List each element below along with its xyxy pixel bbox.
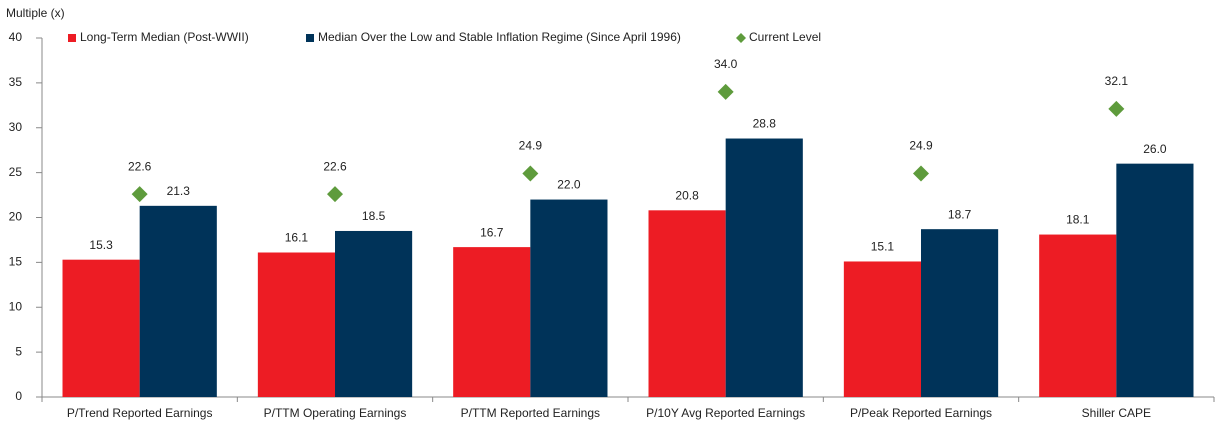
y-axis-label: Multiple (x) — [6, 6, 65, 20]
y-tick-label: 5 — [15, 344, 22, 358]
bar — [335, 230, 413, 397]
y-tick-label: 0 — [15, 389, 22, 403]
y-tick-label: 30 — [9, 120, 23, 134]
legend-label: Current Level — [749, 30, 821, 44]
marker — [1108, 100, 1125, 117]
marker — [913, 165, 929, 182]
bar — [1116, 163, 1194, 397]
bar — [530, 199, 608, 397]
data-label: 18.7 — [948, 207, 972, 221]
data-label: 15.3 — [89, 238, 113, 252]
bar — [921, 229, 999, 397]
data-label: 22.0 — [557, 178, 581, 192]
x-tick-label: P/TTM Reported Earnings — [461, 406, 600, 420]
legend-label: Long-Term Median (Post-WWII) — [80, 30, 249, 44]
bar — [453, 247, 531, 397]
y-tick-label: 25 — [9, 165, 23, 179]
y-tick-label: 20 — [9, 210, 23, 224]
data-label: 24.9 — [909, 139, 933, 153]
legend-swatch — [306, 34, 314, 42]
data-label: 15.1 — [871, 240, 895, 254]
y-tick-label: 40 — [9, 30, 23, 44]
bar — [257, 252, 335, 397]
y-tick-label: 35 — [9, 75, 23, 89]
x-tick-label: P/Trend Reported Earnings — [67, 406, 213, 420]
bar — [843, 261, 921, 397]
data-label: 22.6 — [323, 159, 347, 173]
marker — [131, 186, 148, 203]
data-label: 20.8 — [675, 188, 699, 202]
data-label: 18.1 — [1066, 213, 1090, 227]
data-label: 26.0 — [1143, 142, 1167, 156]
marker — [522, 165, 539, 182]
marker — [717, 83, 734, 100]
y-tick-label: 15 — [9, 255, 23, 269]
legend-swatch — [68, 34, 76, 42]
x-tick-label: P/10Y Avg Reported Earnings — [646, 406, 805, 420]
data-label: 28.8 — [753, 117, 777, 131]
bar — [725, 138, 803, 397]
bar — [1039, 234, 1117, 397]
data-label: 32.1 — [1105, 74, 1129, 88]
y-tick-label: 10 — [9, 299, 23, 313]
x-tick-label: P/Peak Reported Earnings — [850, 406, 992, 420]
x-tick-label: P/TTM Operating Earnings — [264, 406, 407, 420]
data-label: 34.0 — [714, 57, 738, 71]
bar — [62, 259, 140, 397]
x-tick-label: Shiller CAPE — [1082, 406, 1151, 420]
data-label: 21.3 — [167, 184, 191, 198]
legend-label: Median Over the Low and Stable Inflation… — [318, 30, 681, 44]
data-label: 16.1 — [285, 231, 309, 245]
bar — [139, 205, 217, 397]
data-label: 22.6 — [128, 159, 152, 173]
data-label: 16.7 — [480, 225, 504, 239]
marker — [327, 186, 343, 203]
bar — [648, 210, 726, 397]
legend-swatch — [736, 33, 746, 43]
data-label: 24.9 — [519, 139, 543, 153]
data-label: 18.5 — [362, 209, 386, 223]
